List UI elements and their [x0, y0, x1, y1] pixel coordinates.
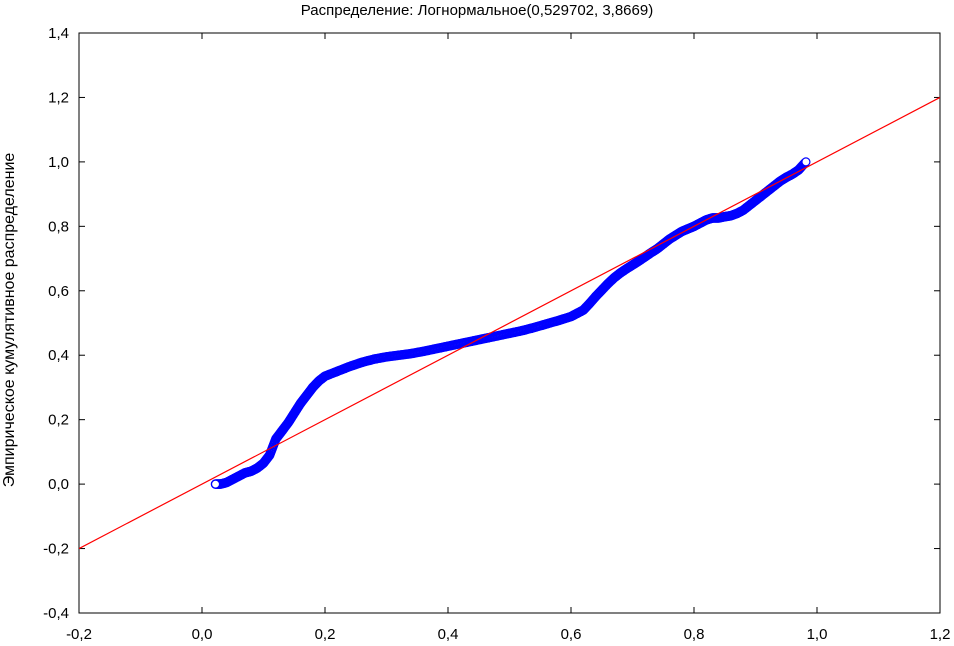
y-tick-label: 0,4 [48, 347, 69, 364]
y-tick-label: 0,2 [48, 412, 69, 429]
x-tick-label: 0,2 [315, 626, 336, 643]
data-point-end [801, 157, 811, 167]
y-tick-label: -0,2 [43, 541, 69, 558]
y-tick-label: 0,8 [48, 218, 69, 235]
x-tick-label: 0,6 [561, 626, 582, 643]
data-point-end [210, 479, 221, 489]
y-axis-label: Эмпирическое кумулятивное распределение [1, 153, 18, 488]
y-tick-label: 0,6 [48, 283, 69, 300]
x-tick-label: 0,0 [192, 626, 213, 643]
axis-ticks [78, 32, 941, 614]
reference-line [79, 96, 940, 550]
x-tick-label: 0,8 [684, 626, 705, 643]
y-tick-label: 1,2 [48, 89, 69, 106]
x-tick-label: 0,4 [438, 626, 459, 643]
data-series [79, 96, 940, 550]
y-tick-label: 1,0 [48, 154, 69, 171]
y-tick-label: 0,0 [48, 476, 69, 493]
y-tick-label: 1,4 [48, 25, 69, 42]
x-tick-label: 1,0 [807, 626, 828, 643]
plot-area [78, 32, 941, 614]
y-tick-label: -0,4 [43, 605, 69, 622]
empirical-points [210, 157, 811, 489]
tick-labels: -0,2 0,0 0,2 0,4 0,6 0,8 1,0 1,2 -0,4 -0,2 0,0 0,2 0… [43, 25, 950, 643]
chart-title: Распределение: Логнормальное(0,529702, 3… [301, 2, 653, 19]
plot-border [78, 32, 941, 614]
x-tick-label: -0,2 [66, 626, 92, 643]
x-tick-label: 1,2 [930, 626, 951, 643]
